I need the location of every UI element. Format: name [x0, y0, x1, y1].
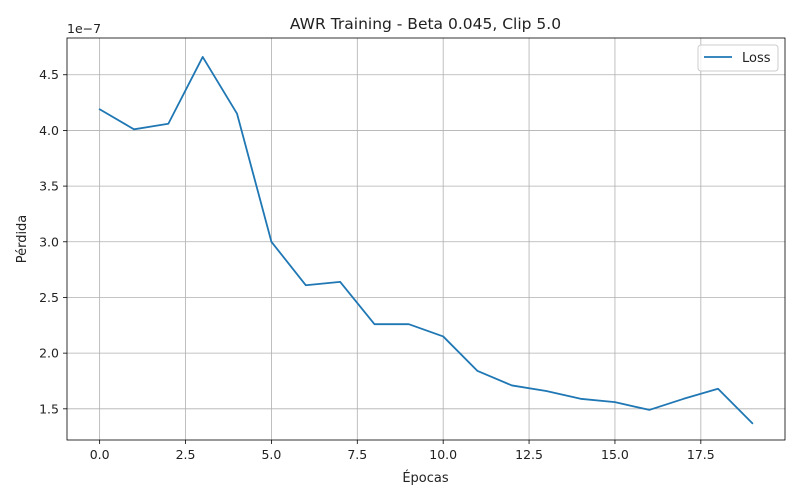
x-tick-label: 7.5 [347, 447, 367, 462]
chart-title: AWR Training - Beta 0.045, Clip 5.0 [290, 15, 561, 33]
y-tick-label: 4.5 [39, 67, 59, 82]
y-tick-label: 2.5 [39, 290, 59, 305]
x-tick-label: 5.0 [261, 447, 281, 462]
y-tick-label: 4.0 [39, 123, 59, 138]
grid-lines [67, 38, 785, 440]
x-tick-label: 17.5 [687, 447, 715, 462]
x-tick-label: 10.0 [429, 447, 457, 462]
x-axis-label: Épocas [402, 470, 449, 486]
legend: Loss [697, 44, 779, 72]
x-tick-label: 0.0 [90, 447, 110, 462]
legend-box [697, 44, 779, 72]
y-offset-label: 1e−7 [67, 21, 101, 36]
y-tick-label: 3.5 [39, 179, 59, 194]
legend-label-loss: Loss [742, 51, 771, 66]
y-axis-ticks: 1.5 2.0 2.5 3.0 3.5 4.0 4.5 [39, 67, 67, 416]
y-axis-label: Pérdida [15, 215, 30, 264]
x-tick-label: 2.5 [176, 447, 196, 462]
x-axis-ticks: 0.0 2.5 5.0 7.5 10.0 12.5 15.0 17.5 [90, 440, 715, 462]
y-tick-label: 3.0 [39, 234, 59, 249]
x-tick-label: 12.5 [515, 447, 543, 462]
y-tick-label: 1.5 [39, 401, 59, 416]
plot-frame [66, 37, 786, 441]
x-tick-label: 15.0 [601, 447, 629, 462]
y-tick-label: 2.0 [39, 346, 59, 361]
series-group [98, 56, 754, 425]
series-line-loss [98, 56, 754, 425]
